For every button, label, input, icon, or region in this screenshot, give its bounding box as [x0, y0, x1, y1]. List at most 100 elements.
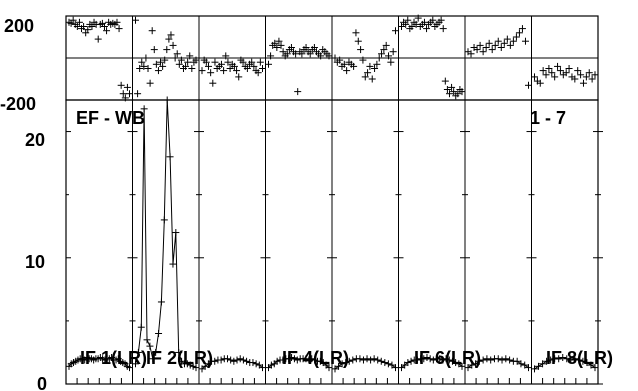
phase-point [482, 44, 490, 51]
phase-point [192, 56, 200, 64]
phase-point [364, 69, 372, 77]
phase-point [420, 18, 428, 26]
phase-point [389, 48, 397, 56]
phase-point [458, 88, 466, 96]
phase-point [445, 90, 453, 98]
amplitude-point [249, 359, 257, 367]
phase-point [134, 90, 142, 98]
amplitude-point [157, 298, 165, 306]
phase-point [385, 52, 393, 60]
amplitude-point [236, 355, 244, 363]
phase-point [473, 46, 481, 54]
phase-point [298, 50, 306, 58]
amplitude-point [388, 361, 396, 369]
phase-point [277, 41, 285, 49]
phase-point [173, 50, 181, 58]
phase-point [443, 86, 451, 93]
if-label-6: IF 6(LR) [414, 348, 481, 368]
amplitude-point [472, 360, 480, 368]
amplitude-point [134, 348, 142, 356]
amplitude-point [420, 355, 428, 363]
amplitude-point [413, 356, 421, 364]
amplitude-point [539, 360, 547, 368]
amplitude-point [325, 364, 333, 372]
amplitude-point [155, 330, 163, 338]
phase-point [94, 35, 102, 43]
phase-point [448, 83, 456, 91]
amplitude-point [498, 356, 506, 364]
phase-point [115, 25, 123, 33]
amplitude-point [356, 355, 364, 363]
phase-point [273, 44, 281, 51]
amplitude-point [273, 357, 281, 365]
phase-point [207, 69, 215, 77]
phase-point [132, 16, 139, 24]
phase-point [154, 67, 162, 75]
amplitude-point [126, 364, 133, 372]
phase-point [488, 46, 496, 54]
phase-point [494, 37, 502, 45]
amplitude-point [374, 356, 382, 364]
amplitude-point [217, 356, 225, 364]
phase-point [226, 65, 234, 72]
amplitude-point [192, 364, 200, 372]
phase-point [159, 62, 167, 70]
amplitude-point [267, 361, 275, 369]
phase-point [75, 18, 83, 26]
amplitude-point [423, 353, 431, 361]
phase-point [302, 44, 310, 51]
phase-point [485, 39, 493, 47]
phase-point [412, 20, 420, 28]
phase-point [503, 35, 511, 43]
phase-point [198, 67, 206, 75]
phase-point [545, 65, 553, 72]
amplitude-point [445, 356, 453, 364]
phase-point [250, 62, 258, 70]
amplitude-point [575, 356, 583, 364]
phase-point [256, 58, 264, 66]
amplitude-point [591, 364, 599, 372]
phase-tick-label-bottom: -200 [0, 94, 36, 114]
phase-point [531, 73, 538, 81]
phase-point [366, 62, 374, 70]
amplitude-point [535, 362, 543, 370]
phase-point [509, 37, 517, 45]
amplitude-point [152, 348, 160, 356]
amplitude-point [293, 356, 301, 364]
amplitude-point [367, 356, 375, 364]
phase-point [222, 52, 230, 60]
amplitude-point [169, 260, 177, 268]
phase-point [177, 56, 185, 64]
phase-point [357, 46, 365, 54]
amplitude-point [571, 355, 579, 363]
data-marks [65, 14, 599, 373]
phase-point [117, 81, 125, 89]
amplitude-point [233, 356, 241, 364]
amplitude-point [452, 359, 460, 367]
phase-point [123, 83, 131, 91]
phase-point [171, 54, 179, 62]
phase-point [574, 67, 582, 75]
phase-point [491, 41, 499, 49]
phase-point [204, 62, 212, 70]
phase-point [73, 23, 81, 30]
amplitude-point [563, 355, 571, 363]
amplitude-point [316, 357, 324, 365]
amplitude-point [243, 357, 251, 365]
amplitude-point [230, 357, 238, 365]
phase-point [361, 73, 369, 81]
phase-point [515, 29, 523, 37]
phase-point [565, 65, 573, 72]
if-label-8: IF 8(LR) [546, 348, 613, 368]
phase-point [136, 65, 144, 72]
phase-point [271, 39, 279, 47]
phase-point [283, 50, 291, 58]
amplitude-point [349, 356, 357, 364]
amplitude-point [239, 356, 247, 364]
axis-ticks [66, 131, 603, 385]
amplitude-point [363, 355, 371, 363]
plot-frames [65, 15, 599, 385]
phase-point [354, 37, 362, 45]
phase-tick-label-top: 200 [4, 16, 34, 36]
amplitude-point [308, 355, 316, 363]
